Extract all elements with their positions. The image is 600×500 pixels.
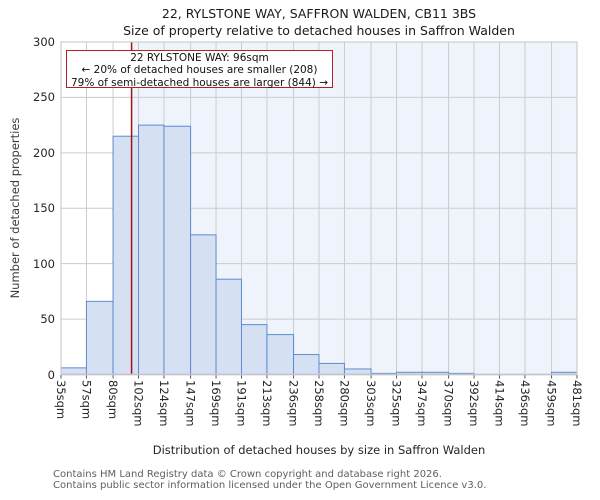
y-tick-label: 250 — [33, 90, 55, 105]
x-tick-label: 280sqm — [337, 380, 352, 427]
x-tick-label: 57sqm — [79, 380, 94, 420]
histogram-bar — [85, 300, 114, 376]
histogram-bar — [190, 234, 217, 375]
x-tick-label: 347sqm — [414, 380, 429, 427]
x-tick-label: 414sqm — [492, 380, 507, 427]
x-tick-label: 303sqm — [364, 380, 379, 427]
x-tick-label: 370sqm — [441, 380, 456, 427]
x-tick-label: 236sqm — [286, 380, 301, 427]
annotation-line-property: 22 RYLSTONE WAY: 96sqm — [130, 52, 269, 64]
histogram-bar — [138, 124, 165, 375]
annotation-box: 22 RYLSTONE WAY: 96sqm ← 20% of detached… — [66, 50, 333, 89]
x-tick-label: 80sqm — [106, 380, 121, 420]
x-tick-label: 392sqm — [467, 380, 482, 427]
y-tick-label: 150 — [33, 201, 55, 216]
y-tick-label: 0 — [47, 367, 55, 382]
histogram-bar — [266, 334, 295, 376]
footer-line-1: Contains HM Land Registry data © Crown c… — [53, 469, 442, 480]
y-tick-label: 50 — [40, 312, 55, 327]
x-tick-label: 102sqm — [131, 380, 146, 427]
histogram-bar — [293, 354, 320, 375]
footer-attribution: Contains HM Land Registry data © Crown c… — [53, 469, 486, 491]
chart-subtitle: Size of property relative to detached ho… — [123, 23, 515, 38]
x-tick-label: 147sqm — [183, 380, 198, 427]
annotation-line-larger: 79% of semi-detached houses are larger (… — [71, 76, 328, 89]
y-tick-label: 100 — [33, 256, 55, 271]
y-tick-label: 200 — [33, 145, 55, 160]
x-axis-label: Distribution of detached houses by size … — [152, 443, 486, 457]
y-tick-label: 300 — [33, 35, 55, 49]
x-tick-label: 191sqm — [234, 380, 249, 427]
x-tick-label: 481sqm — [570, 380, 584, 427]
histogram-bar — [318, 362, 345, 375]
x-tick-label: 35sqm — [54, 380, 68, 420]
x-tick-label: 436sqm — [517, 380, 532, 427]
histogram-bar — [163, 125, 192, 375]
x-tick-label: 258sqm — [312, 380, 326, 427]
histogram-bar — [60, 367, 87, 376]
histogram-bar — [112, 135, 140, 375]
x-tick-label: 169sqm — [209, 380, 224, 427]
x-tick-label: 459sqm — [544, 380, 559, 427]
x-tick-label: 325sqm — [389, 380, 404, 427]
chart-title: 22, RYLSTONE WAY, SAFFRON WALDEN, CB11 3… — [161, 6, 477, 21]
annotation-line-smaller: ← 20% of detached houses are smaller (20… — [81, 64, 318, 77]
x-tick-label: 213sqm — [259, 380, 274, 427]
x-tick-label: 124sqm — [156, 380, 171, 427]
footer-line-2: Contains public sector information licen… — [53, 480, 487, 491]
histogram-bar — [215, 278, 242, 375]
histogram-bar — [240, 324, 268, 375]
